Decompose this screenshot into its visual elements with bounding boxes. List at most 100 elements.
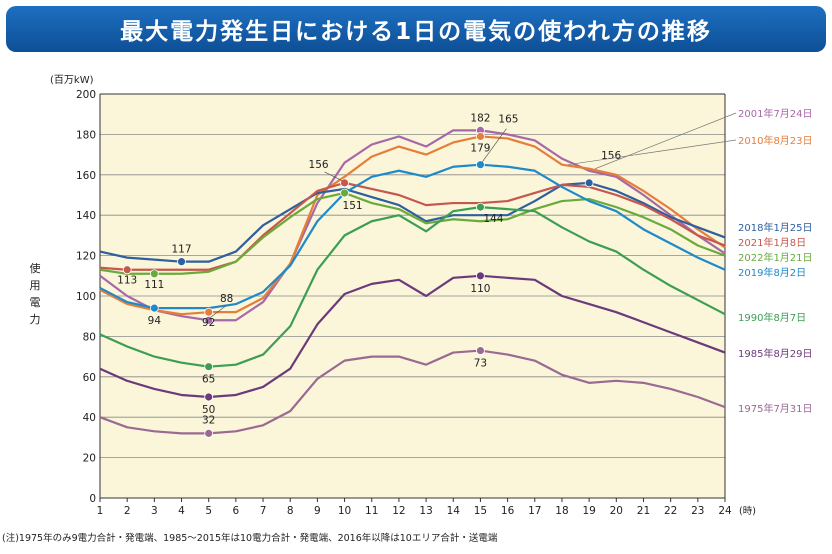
- x-tick-label: 9: [314, 505, 321, 517]
- data-marker: [476, 271, 485, 281]
- series-line-8: [99, 349, 726, 435]
- data-label: 88: [220, 293, 233, 305]
- y-axis-label: 使用電力: [29, 262, 41, 326]
- x-tick-label: 17: [528, 505, 541, 517]
- series-line-7: [99, 274, 726, 399]
- x-tick-label: 23: [691, 505, 704, 517]
- unit-label: (百万kW): [50, 75, 94, 86]
- data-label: 156: [601, 150, 621, 162]
- x-tick-label: 20: [610, 505, 623, 517]
- y-tick-label: 60: [83, 372, 96, 384]
- footnote: (注)1975年のみ9電力合計・発電端、1985～2015年は10電力合計・発電…: [2, 533, 498, 544]
- data-marker: [476, 346, 485, 355]
- data-marker: [204, 428, 214, 438]
- legend-label-2: 2018年1月25日: [738, 221, 813, 234]
- data-marker: [340, 178, 349, 188]
- data-label: 92: [202, 317, 215, 329]
- data-label: 179: [470, 142, 490, 154]
- data-label: 73: [474, 358, 487, 370]
- data-label: 113: [117, 275, 137, 287]
- x-tick-label: 1: [97, 505, 104, 517]
- x-tick-label: 15: [474, 505, 487, 517]
- legend-label-8: 1975年7月31日: [738, 402, 813, 415]
- data-marker: [476, 132, 485, 141]
- x-tick-label: 18: [555, 505, 568, 517]
- y-tick-label: 180: [76, 129, 96, 141]
- series-line-5: [99, 163, 726, 310]
- x-tick-label: 12: [392, 505, 405, 517]
- data-label: 65: [202, 374, 215, 386]
- data-label: 110: [470, 283, 490, 295]
- y-tick-label: 140: [76, 210, 96, 222]
- legend-label-3: 2021年1月8日: [738, 236, 806, 249]
- y-tick-label: 80: [83, 331, 96, 343]
- data-marker: [204, 392, 214, 402]
- y-tick-label: 120: [76, 251, 96, 263]
- y-tick-label: 0: [89, 493, 96, 505]
- x-tick-label: 21: [637, 505, 650, 517]
- data-marker: [476, 202, 485, 212]
- series-line-6: [99, 206, 726, 368]
- data-label: 117: [171, 244, 191, 256]
- x-tick-label: 3: [151, 505, 158, 517]
- series-line-2: [99, 181, 726, 263]
- y-tick-label: 100: [76, 291, 96, 303]
- legend-label-6: 1990年8月7日: [738, 311, 806, 324]
- legend-leader-2001: [595, 112, 737, 170]
- data-label: 144: [483, 213, 503, 225]
- legend-label-5: 2019年8月2日: [738, 266, 806, 279]
- x-tick-label: 16: [501, 505, 515, 517]
- data-marker: [177, 257, 186, 267]
- x-tick-label: 5: [205, 505, 212, 517]
- series-line-0: [99, 129, 726, 322]
- legend-label-0: 2001年7月24日: [738, 107, 813, 120]
- data-label: 50: [202, 404, 215, 416]
- legend-label-1: 2010年8月23日: [738, 134, 813, 147]
- x-tick-label: 8: [287, 505, 294, 517]
- x-tick-label: 14: [447, 505, 461, 517]
- y-tick-label: 20: [83, 453, 96, 465]
- series-line-4: [99, 191, 726, 275]
- leader-line: [482, 128, 507, 162]
- data-label: 156: [309, 159, 329, 171]
- x-tick-label: 22: [664, 505, 677, 517]
- y-tick-label: 160: [76, 170, 96, 182]
- data-label: 165: [498, 114, 518, 126]
- data-label: 182: [470, 112, 490, 124]
- data-marker: [340, 188, 349, 198]
- data-marker: [122, 265, 132, 275]
- x-tick-label: 24: [718, 505, 732, 517]
- legend-label-7: 1985年8月29日: [738, 347, 813, 360]
- leader-line: [324, 171, 343, 182]
- data-label: 32: [202, 414, 215, 426]
- data-label: 94: [148, 315, 162, 327]
- y-tick-label: 200: [76, 89, 96, 101]
- data-label: 151: [343, 200, 363, 212]
- series-line-1: [99, 135, 726, 316]
- leader-line: [210, 304, 227, 318]
- x-tick-label: 13: [419, 505, 432, 517]
- data-marker: [149, 269, 159, 279]
- x-tick-label: 10: [338, 505, 351, 517]
- data-marker: [204, 307, 214, 317]
- x-tick-label: 11: [365, 505, 378, 517]
- y-tick-label: 40: [83, 412, 96, 424]
- x-tick-label: 19: [582, 505, 595, 517]
- data-label: 111: [144, 279, 164, 291]
- data-marker: [584, 178, 594, 188]
- x-tick-label: 6: [233, 505, 240, 517]
- legend-label-4: 2022年1月21日: [738, 251, 813, 264]
- data-marker: [476, 160, 485, 170]
- chart-title: 最大電力発生日における1日の電気の使われ方の推移: [120, 19, 712, 45]
- x-axis-unit: (時): [739, 506, 756, 517]
- series-line-3: [99, 181, 726, 271]
- data-marker: [149, 303, 159, 313]
- legend-leader-2010: [567, 139, 737, 166]
- data-marker: [204, 362, 214, 372]
- x-tick-label: 7: [260, 505, 267, 517]
- x-tick-label: 4: [178, 505, 185, 517]
- x-tick-label: 2: [124, 505, 131, 517]
- title-bar: 最大電力発生日における1日の電気の使われ方の推移: [6, 6, 826, 52]
